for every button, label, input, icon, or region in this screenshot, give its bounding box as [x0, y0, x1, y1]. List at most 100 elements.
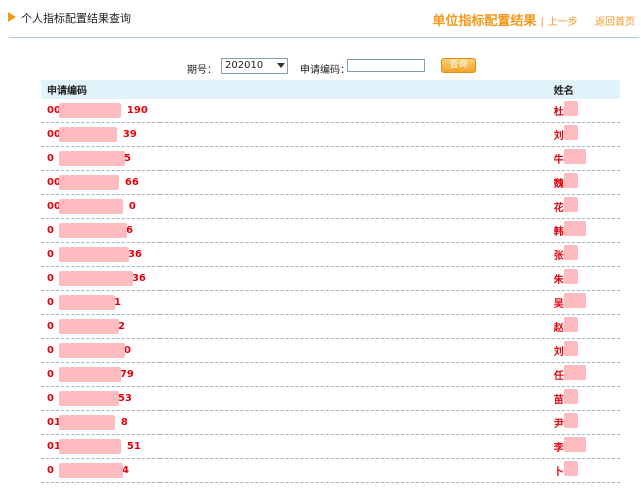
code-cell: 00 190 [41, 99, 160, 123]
code-suffix: 5 [123, 153, 131, 164]
name-cell: 吴 [159, 290, 620, 315]
code-prefix: 0 [47, 273, 54, 284]
code-prefix: 00 [47, 177, 61, 188]
name-cell: 苗 [159, 386, 620, 411]
code-suffix: 53 [117, 393, 132, 404]
redaction-mask [563, 221, 586, 236]
name-value: 卜 [553, 461, 578, 478]
name-text: 卜 [553, 467, 564, 478]
redaction-mask [563, 245, 578, 260]
name-text: 刘 [553, 131, 564, 142]
redaction-mask [59, 271, 133, 286]
redaction-mask [563, 461, 578, 476]
redaction-mask [563, 101, 578, 116]
redaction-mask [59, 343, 125, 358]
name-cell: 张 [159, 242, 620, 267]
name-text: 刘 [553, 347, 564, 358]
redaction-mask [59, 391, 119, 406]
name-text: 杜 [553, 107, 564, 118]
code-prefix: 0 [47, 153, 54, 164]
chevron-down-icon [277, 63, 285, 68]
name-value: 朱 [553, 269, 578, 286]
code-value: 01 8 [47, 415, 128, 430]
redaction-mask [563, 293, 586, 308]
nav-separator: | [540, 17, 544, 28]
code-cell: 0 36 [41, 242, 160, 267]
name-value: 刘 [553, 341, 578, 358]
redaction-mask [59, 295, 115, 310]
redaction-mask [59, 199, 123, 214]
unit-result-link[interactable]: 单位指标配置结果 [432, 14, 537, 29]
code-cell: 00 66 [41, 170, 160, 195]
code-suffix: 66 [124, 177, 139, 188]
code-prefix: 0 [47, 393, 54, 404]
redaction-mask [59, 415, 115, 430]
table-row: 01 51 李 [41, 434, 620, 459]
redaction-mask [563, 389, 578, 404]
code-prefix: 0 [47, 465, 54, 476]
code-cell: 00 39 [41, 122, 160, 147]
header-divider [9, 37, 639, 38]
code-value: 0 53 [47, 391, 132, 406]
code-suffix: 4 [121, 465, 129, 476]
table-row: 0 36 朱 [41, 266, 620, 291]
name-cell: 任 [159, 362, 620, 387]
code-value: 00 0 [47, 199, 136, 214]
code-prefix: 0 [47, 297, 54, 308]
table-row: 00 66 魏 [41, 170, 620, 195]
name-value: 尹 [554, 413, 578, 430]
name-value: 牛 [553, 149, 586, 166]
code-prefix: 00 [47, 129, 61, 140]
code-prefix: 0 [47, 345, 54, 356]
code-value: 01 51 [47, 439, 141, 454]
redaction-mask [563, 341, 578, 356]
results-table: 申请编码 姓名 00 190 杜 00 39 刘 0 5 牛 00 66 魏 00 0 花 0 6 韩 0 36 张 0 3… [41, 80, 620, 483]
name-text: 李 [553, 443, 564, 454]
code-suffix: 2 [117, 321, 125, 332]
redaction-mask [59, 247, 129, 262]
code-suffix: 36 [127, 249, 142, 260]
redaction-mask [59, 223, 127, 238]
header-code: 申请编码 [41, 80, 160, 99]
name-text: 牛 [553, 155, 564, 166]
name-text: 朱 [553, 275, 564, 286]
code-suffix: 51 [126, 441, 141, 452]
name-text: 花 [553, 203, 564, 214]
table-row: 00 0 花 [41, 194, 620, 219]
query-button[interactable]: 查询 [441, 58, 476, 73]
table-row: 00 39 刘 [41, 122, 620, 147]
code-cell: 0 36 [41, 266, 160, 291]
redaction-mask [59, 103, 121, 118]
home-link[interactable]: 返回首页 [595, 17, 635, 28]
name-value: 魏 [554, 173, 578, 190]
period-select[interactable]: 202010 [221, 58, 288, 74]
code-cell: 0 79 [41, 362, 160, 387]
code-prefix: 01 [47, 417, 61, 428]
page-title: 个人指标配置结果查询 [21, 12, 131, 25]
search-bar: 期号： 202010 申请编码： 查询 [0, 58, 641, 78]
name-value: 李 [553, 437, 586, 454]
redaction-mask [59, 127, 117, 142]
name-value: 吴 [553, 293, 586, 310]
header-nav: 单位指标配置结果 | 上一步 返回首页 [432, 10, 635, 29]
prev-step-link[interactable]: 上一步 [547, 17, 578, 28]
code-prefix: 00 [47, 105, 61, 116]
table-row: 0 36 张 [41, 242, 620, 267]
code-input[interactable] [347, 59, 425, 72]
name-text: 吴 [553, 299, 564, 310]
code-cell: 0 53 [41, 386, 160, 411]
code-suffix: 36 [131, 273, 146, 284]
arrow-right-icon [8, 12, 16, 22]
name-cell: 赵 [159, 314, 620, 339]
code-suffix: 0 [128, 201, 136, 212]
